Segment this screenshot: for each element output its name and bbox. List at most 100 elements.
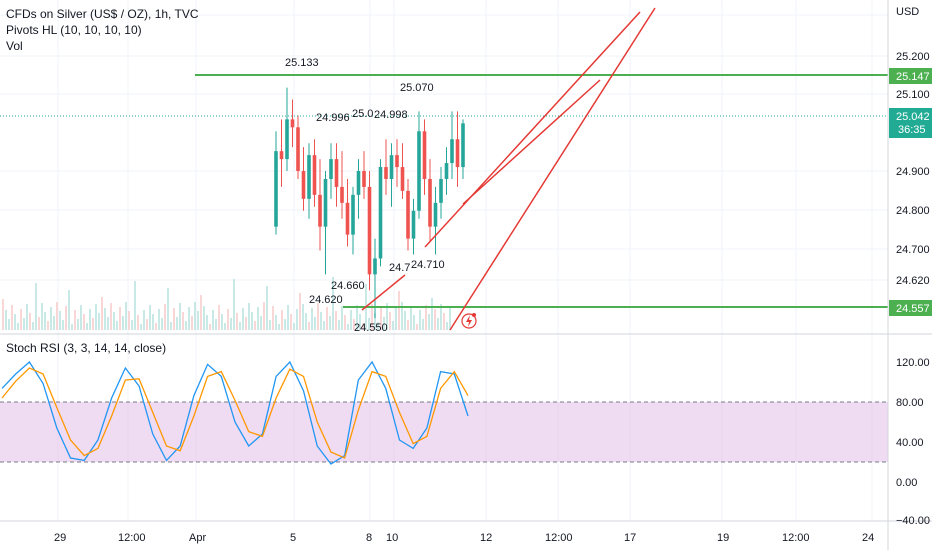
candle-body <box>406 190 410 239</box>
price-tick: 25.200 <box>896 51 930 63</box>
lightning-alert-icon[interactable] <box>461 313 477 329</box>
volume-bar <box>47 321 49 330</box>
volume-bar <box>53 316 55 330</box>
volume-bar <box>410 306 412 330</box>
trend-line-1[interactable] <box>361 274 406 311</box>
symbol-title[interactable]: CFDs on Silver (US$ / OZ), 1h, TVC <box>6 7 199 21</box>
candle-body <box>422 131 427 179</box>
candle-body <box>279 151 284 160</box>
rsi-tick: −40.00 <box>896 515 930 527</box>
volume-bar <box>50 307 52 330</box>
volume-bar <box>107 317 109 330</box>
candle-body <box>296 127 300 172</box>
volume-bar <box>197 311 199 330</box>
volume-bar <box>221 314 223 330</box>
volume-bar <box>344 315 346 330</box>
pivot-label: 25.0 <box>352 108 373 120</box>
volume-bar <box>431 298 433 330</box>
resistance-tag-text: 25.147 <box>896 71 930 83</box>
volume-bar <box>374 313 376 330</box>
volume-bar <box>23 318 25 330</box>
support-tag <box>889 300 932 316</box>
volume-bar <box>434 309 436 330</box>
candle-body <box>378 167 383 259</box>
trend-line-2[interactable] <box>424 11 641 248</box>
volume-bar <box>83 314 85 330</box>
rsi-axis[interactable]: 120.00 80.00 40.00 0.00 −40.00 <box>896 357 930 527</box>
volume-bar <box>17 323 19 330</box>
volume-bar <box>170 322 172 330</box>
candle-body <box>356 171 361 195</box>
current-price-tag <box>889 108 932 138</box>
time-axis[interactable]: 29 12:00 Apr 5 8 10 12 12:00 17 19 12:00… <box>54 532 874 544</box>
volume-bar <box>140 324 142 330</box>
trend-line-4[interactable] <box>462 79 601 205</box>
candle-body <box>285 119 289 160</box>
volume-bar <box>56 302 58 330</box>
volume-bar <box>353 319 355 330</box>
volume-bar <box>92 318 94 330</box>
indicator-title[interactable]: Pivots HL (10, 10, 10, 10) <box>6 23 142 37</box>
volume-bar <box>29 313 31 330</box>
volume-bar <box>98 313 100 330</box>
volume-bar <box>395 307 397 330</box>
volume-bar <box>224 323 226 330</box>
volume-bar <box>254 321 256 330</box>
candle-body <box>274 151 278 227</box>
volume-bar <box>350 310 352 330</box>
candle-body <box>301 171 306 199</box>
volume-bar <box>383 317 385 330</box>
pivot-label: 24.620 <box>309 294 343 306</box>
volume-bar <box>302 304 304 330</box>
volume-title[interactable]: Vol <box>6 39 23 53</box>
volume-bar <box>311 308 313 330</box>
volume-bar <box>137 315 139 330</box>
volume-bar <box>110 303 112 330</box>
pivot-label: 24.550 <box>354 322 388 334</box>
volume-bar <box>242 308 244 330</box>
volume-bar <box>101 297 103 330</box>
stoch-rsi-title[interactable]: Stoch RSI (3, 3, 14, 14, close) <box>6 341 167 355</box>
volume-bar <box>269 320 271 330</box>
pivot-label: 24.660 <box>331 280 365 292</box>
volume-bar <box>194 302 196 330</box>
volume-bar <box>86 323 88 330</box>
volume-bar <box>272 306 274 330</box>
time-label: 12:00 <box>118 532 146 544</box>
trend-line-3[interactable] <box>449 7 656 331</box>
volume-bar <box>119 307 121 330</box>
rsi-band <box>0 402 888 462</box>
volume-bar <box>386 303 388 330</box>
time-label: 17 <box>624 532 636 544</box>
volume-bar <box>275 315 277 330</box>
volume-bar <box>215 319 217 330</box>
volume-bar <box>35 283 37 330</box>
candles[interactable] <box>274 87 465 319</box>
volume-bar <box>407 320 409 330</box>
time-label: 24 <box>862 532 874 544</box>
candle-body <box>307 155 311 199</box>
volume-bar <box>239 322 241 330</box>
volume-bar <box>77 319 79 330</box>
volume-bar <box>95 304 97 330</box>
rsi-series-k <box>1 360 469 465</box>
candle-body <box>433 202 438 227</box>
volume-bar <box>152 314 154 330</box>
volume-bar <box>143 310 145 330</box>
volume-bar <box>266 286 268 330</box>
candle-body <box>400 167 405 191</box>
volume-bar <box>347 324 349 330</box>
candle-body <box>439 178 443 203</box>
price-axis[interactable]: USD 25.200 25.100 24.900 24.800 24.700 2… <box>889 6 932 316</box>
volume-bar <box>59 311 61 330</box>
volume-bar <box>398 291 400 330</box>
price-tick: 24.800 <box>896 205 930 217</box>
pivot-label: 24.710 <box>411 259 445 271</box>
volume-bar <box>14 314 16 330</box>
candle-body <box>362 171 366 187</box>
volume-bar <box>26 304 28 330</box>
candle-body <box>373 258 377 275</box>
candle-body <box>450 139 454 164</box>
volume-bar <box>278 324 280 330</box>
